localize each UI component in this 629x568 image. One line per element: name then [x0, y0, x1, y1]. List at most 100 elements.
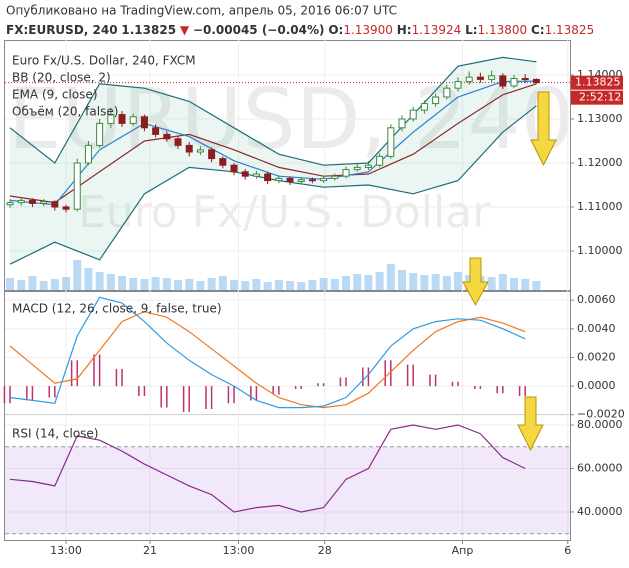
candle-body: [84, 144, 92, 164]
pane-title: Euro Fx/U.S. Dollar, 240, FXCM: [12, 54, 196, 68]
candle-body: [387, 127, 395, 157]
candle-body: [275, 177, 283, 182]
candle-body: [364, 164, 372, 168]
candle-body: [398, 118, 406, 129]
volume-bar: [319, 278, 328, 290]
y-tick-label: 60.0000: [577, 461, 623, 474]
candle-body: [499, 75, 507, 87]
candle-body: [96, 122, 104, 146]
volume-bar: [263, 282, 272, 290]
x-tick-label: 13:00: [223, 544, 255, 557]
rsi-line: [9, 424, 526, 513]
candle-body: [476, 76, 484, 80]
volume-bar: [207, 278, 216, 290]
volume-bar: [353, 274, 362, 290]
volume-bar: [6, 278, 15, 290]
volume-bar: [241, 281, 250, 290]
volume-bar: [510, 278, 519, 290]
signal-line: [9, 310, 526, 409]
candle-body: [420, 103, 428, 111]
legend-entry: Объём (20, false): [12, 105, 118, 119]
volume-bar: [252, 279, 261, 290]
volume-bar: [39, 281, 48, 290]
ohlc-label: L:: [465, 23, 477, 37]
volume-bar: [386, 264, 395, 290]
candle-body: [432, 96, 440, 105]
bb-fill: [10, 57, 537, 265]
candle-body: [532, 78, 540, 84]
macd-line: [9, 296, 526, 409]
published: Опубликовано на TradingView.com, апрель …: [6, 4, 397, 18]
volume-bar: [498, 274, 507, 290]
volume-bar: [487, 277, 496, 290]
candle-body: [17, 199, 25, 204]
volume-bar: [431, 274, 440, 290]
candle-body: [510, 78, 518, 87]
volume-bar: [73, 260, 82, 290]
candle-body: [140, 116, 148, 129]
volume-bar: [106, 274, 115, 290]
volume-bar: [174, 280, 183, 290]
volume-bar: [532, 281, 541, 290]
candle-body: [320, 177, 328, 182]
ohlc-value: 1.13924: [412, 23, 462, 37]
candle-body: [308, 179, 316, 182]
candle-body: [174, 138, 182, 146]
bb-upper: [9, 56, 537, 166]
volume-bar: [286, 281, 295, 290]
volume-bar: [330, 279, 339, 290]
volume-bar: [364, 275, 373, 290]
y-tick-label: 0.0000: [577, 379, 616, 392]
pane-title: RSI (14, close): [12, 427, 98, 441]
volume-bar: [308, 280, 317, 290]
volume-bar: [375, 272, 384, 290]
last-price-box: [571, 75, 623, 90]
candle-body: [51, 201, 59, 208]
candle-body: [208, 149, 216, 160]
candle-body: [331, 175, 339, 179]
candle-body: [107, 114, 115, 124]
y-tick-label: 1.11000: [577, 200, 623, 213]
volume-bar: [185, 279, 194, 290]
plot-layer: [3, 40, 570, 540]
symbol-line: FX:EURUSD, 240 1.13825 ▼ −0.00045 (−0.04…: [6, 23, 594, 37]
volume-bar: [342, 276, 351, 290]
candle-body: [73, 162, 81, 210]
price-pane: [4, 40, 571, 291]
candle-body: [521, 78, 529, 81]
candle-body: [230, 164, 238, 173]
volume-bar: [230, 280, 239, 290]
volume-bar: [442, 276, 451, 290]
x-tick-label: 28: [318, 544, 332, 557]
candle-body: [353, 166, 361, 171]
symbol: FX:EURUSD, 240: [6, 23, 118, 37]
candle-body: [286, 177, 294, 182]
candle-body: [6, 202, 14, 206]
candle-body: [196, 149, 204, 153]
y-tick-label: 1.10000: [577, 244, 623, 257]
y-tick-label: −0.0020: [577, 408, 625, 421]
volume-bar: [162, 278, 171, 290]
ohlc-value: 1.13825: [545, 23, 595, 37]
volume-bar: [28, 276, 37, 290]
volume-bar: [151, 277, 160, 290]
last: 1.13825: [121, 23, 176, 37]
volume-bar: [84, 268, 93, 290]
candle-body: [40, 201, 48, 204]
candle-body: [28, 199, 36, 204]
legend-entry: BB (20, close, 2): [12, 71, 111, 85]
y-tick-label: 1.13000: [577, 112, 623, 125]
volume-bar: [140, 279, 149, 290]
y-tick-label: 1.12000: [577, 156, 623, 169]
y-tick-label: 0.0040: [577, 322, 616, 335]
volume-bar: [118, 276, 127, 290]
x-tick-label: 21: [143, 544, 157, 557]
y-tick-label: 0.0020: [577, 350, 616, 363]
arrow-annotation: [462, 91, 557, 452]
watermark-sub: Euro Fx/U.S. Dollar: [78, 187, 491, 238]
candle-body: [409, 109, 417, 120]
bb-basis: [9, 83, 537, 204]
volume-bar: [218, 276, 227, 290]
ohlc-value: 1.13800: [478, 23, 528, 37]
